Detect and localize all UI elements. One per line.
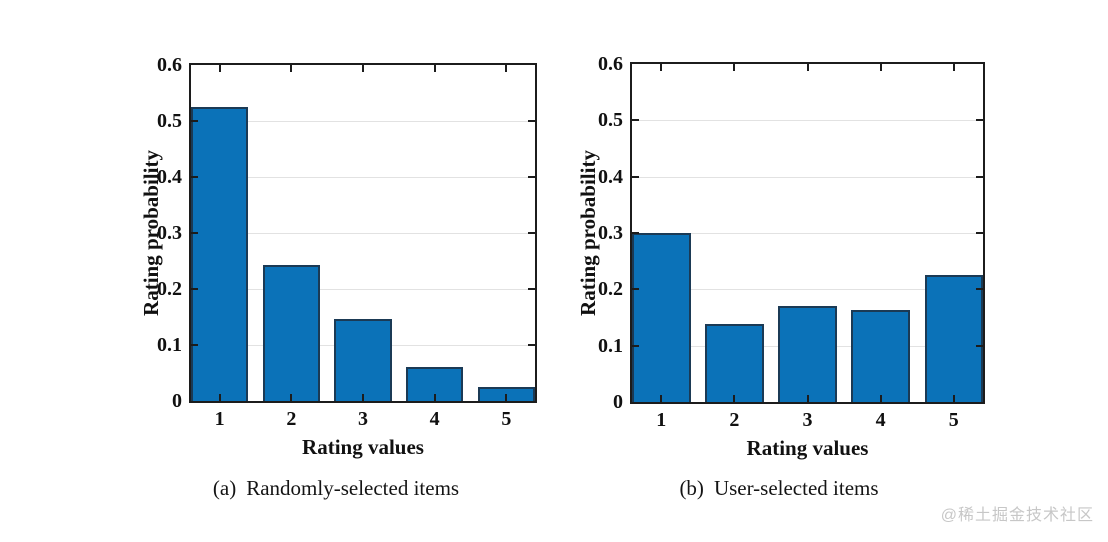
subfigure-caption: (b) User-selected items (529, 475, 1029, 501)
x-tick-mark (952, 395, 955, 402)
y-axis-tick-label: 0.3 (157, 222, 182, 244)
y-tick-mark (976, 288, 983, 291)
caption-text: Randomly-selected items (246, 476, 460, 500)
x-axis-tick-label: 4 (875, 409, 886, 431)
bar-rating-1 (632, 233, 691, 402)
y-tick-mark (191, 176, 198, 178)
y-tick-mark (632, 288, 639, 291)
gridline (191, 289, 535, 290)
bar-rating-3 (778, 305, 837, 402)
bar-rating-2 (705, 324, 764, 402)
y-axis-tick-label: 0 (172, 390, 182, 412)
gridline (632, 176, 983, 178)
x-axis-tick-label: 2 (729, 409, 740, 431)
x-tick-mark (660, 395, 663, 402)
gridline (632, 289, 983, 291)
y-tick-mark (632, 119, 639, 122)
gridline (191, 121, 535, 122)
y-axis-tick-label: 0.1 (157, 334, 182, 356)
y-axis-tick-label: 0.2 (157, 278, 182, 300)
x-tick-mark (660, 64, 663, 71)
bar-rating-5 (924, 274, 983, 402)
x-tick-mark (362, 65, 364, 72)
y-tick-mark (528, 176, 535, 178)
x-tick-mark (505, 65, 508, 72)
x-tick-mark (218, 394, 221, 401)
x-axis-tick-label: 5 (948, 409, 959, 431)
watermark: @稀土掘金技术社区 (940, 507, 1094, 524)
x-axis-tick-label: 1 (656, 409, 667, 431)
y-tick-mark (528, 288, 535, 290)
y-axis-title: Rating probability (139, 150, 163, 316)
caption-label: (a) (212, 476, 237, 500)
y-tick-mark (976, 232, 983, 234)
y-tick-mark (976, 175, 983, 178)
gridline (632, 120, 983, 122)
y-axis-tick-label: 0 (613, 391, 623, 413)
y-tick-mark (632, 175, 639, 178)
gridline (191, 177, 535, 178)
y-tick-mark (191, 120, 198, 122)
y-tick-mark (632, 232, 639, 234)
y-axis-tick-label: 0.6 (157, 54, 182, 76)
subfigure-caption: (a) Randomly-selected items (86, 475, 586, 501)
x-axis-title: Rating values (746, 436, 869, 460)
y-tick-mark (528, 344, 535, 346)
x-tick-mark (505, 394, 508, 401)
y-tick-mark (976, 119, 983, 122)
y-axis-tick-label: 0.4 (157, 166, 182, 188)
y-tick-mark (976, 344, 983, 347)
y-axis-tick-label: 0.6 (598, 53, 623, 75)
y-axis-tick-label: 0.3 (598, 222, 623, 244)
plot-area (189, 63, 537, 403)
x-axis-tick-label: 2 (286, 408, 297, 430)
y-tick-mark (191, 288, 198, 290)
x-tick-mark (362, 394, 364, 401)
y-axis-tick-label: 0.4 (598, 165, 623, 188)
y-tick-mark (632, 344, 639, 347)
y-tick-mark (528, 232, 535, 234)
x-tick-mark (806, 64, 809, 71)
x-axis-title: Rating values (302, 435, 424, 459)
y-axis-tick-label: 0.5 (598, 109, 623, 132)
y-tick-mark (191, 232, 198, 234)
x-axis-tick-label: 4 (429, 408, 440, 430)
y-axis-title: Rating probability (576, 150, 600, 316)
x-tick-mark (879, 395, 882, 402)
x-tick-mark (879, 64, 882, 71)
plot-area (630, 62, 985, 404)
bar-rating-1 (191, 107, 249, 401)
y-tick-mark (528, 120, 535, 122)
x-tick-mark (290, 394, 293, 401)
x-tick-mark (433, 394, 436, 401)
x-axis-tick-label: 5 (501, 408, 512, 430)
y-axis-tick-label: 0.1 (598, 334, 623, 357)
x-axis-tick-label: 1 (214, 408, 225, 430)
x-tick-mark (433, 65, 436, 72)
bar-rating-2 (262, 264, 320, 401)
x-axis-tick-label: 3 (802, 409, 813, 431)
y-axis-tick-label: 0.5 (157, 110, 182, 132)
bar-rating-4 (406, 367, 464, 401)
gridline (191, 233, 535, 234)
x-axis-tick-label: 3 (358, 408, 368, 430)
x-tick-mark (952, 64, 955, 71)
y-tick-mark (191, 344, 198, 346)
x-tick-mark (290, 65, 293, 72)
x-tick-mark (733, 395, 736, 402)
y-axis-tick-label: 0.2 (598, 278, 623, 301)
x-tick-mark (733, 64, 736, 71)
caption-label: (b) (679, 476, 704, 500)
gridline (632, 233, 983, 234)
x-tick-mark (806, 395, 809, 402)
x-tick-mark (218, 65, 221, 72)
bar-rating-4 (851, 310, 910, 402)
bar-rating-3 (334, 318, 392, 401)
caption-text: User-selected items (713, 476, 879, 500)
